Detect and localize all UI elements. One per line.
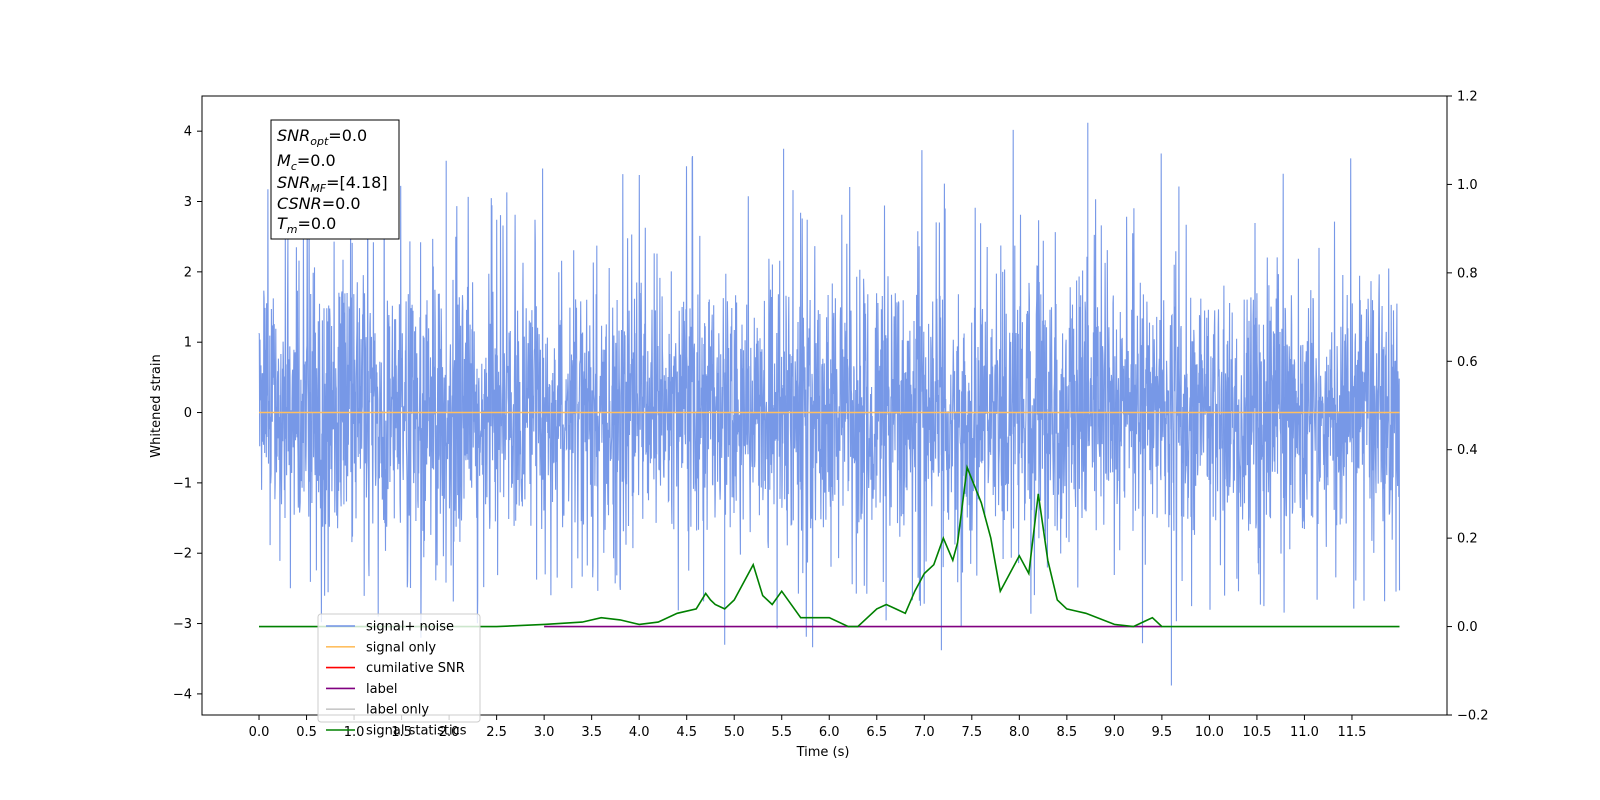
legend-label: signal only (366, 640, 436, 655)
legend: signal+ noise signal only cumilative SNR la… (317, 613, 481, 739)
y-axis-left: −4 −3 −2 −1 0 1 2 3 4 (173, 125, 202, 702)
x-tick-label: 0.0 (249, 725, 270, 740)
y-right-tick-label: 0.2 (1457, 532, 1478, 547)
y-tick-label: −4 (173, 687, 192, 702)
y-right-tick-label: 1.2 (1457, 90, 1478, 105)
info-line: Mc=0.0 (277, 151, 336, 173)
x-tick-label: 10.0 (1195, 725, 1224, 740)
y-right-tick-label: 0.0 (1457, 620, 1478, 635)
y-tick-label: 1 (184, 336, 192, 351)
x-tick-label: 11.0 (1290, 725, 1319, 740)
x-tick-label: 9.0 (1104, 725, 1125, 740)
x-axis: 0.0 0.5 1.0 1.5 2.0 2.5 3.0 3.5 4.0 4.5 5.0 5.5 6.0 6… (249, 715, 1366, 740)
y-axis-right: −0.2 0.0 0.2 0.4 0.6 0.8 1.0 1.2 (1447, 90, 1489, 724)
y-right-tick-label: 0.4 (1457, 443, 1478, 458)
y-tick-label: 4 (184, 125, 192, 140)
y-tick-label: 3 (184, 195, 192, 210)
y-tick-label: 0 (184, 406, 192, 421)
x-tick-label: 11.5 (1337, 725, 1366, 740)
x-tick-label: 9.5 (1152, 725, 1173, 740)
x-tick-label: 3.5 (581, 725, 602, 740)
x-tick-label: 6.5 (866, 725, 887, 740)
x-tick-label: 1.5 (391, 725, 412, 740)
y-tick-label: 2 (184, 265, 192, 280)
x-tick-label: 7.5 (961, 725, 982, 740)
legend-label: signal+ noise (366, 620, 454, 635)
legend-label: cumilative SNR (366, 661, 465, 676)
x-tick-label: 5.5 (771, 725, 792, 740)
x-tick-label: 10.5 (1242, 725, 1271, 740)
x-tick-label: 5.0 (724, 725, 745, 740)
legend-label: label (366, 682, 397, 697)
x-tick-label: 2.5 (486, 725, 507, 740)
x-tick-label: 6.0 (819, 725, 840, 740)
y-right-tick-label: −0.2 (1457, 709, 1489, 724)
x-tick-label: 0.5 (296, 725, 317, 740)
series-signal-noise (258, 122, 1401, 686)
x-tick-label: 4.0 (629, 725, 650, 740)
info-line: SNRMF=[4.18] (277, 173, 388, 195)
series-layer (258, 122, 1401, 686)
info-box: SNRopt=0.0 Mc=0.0SNRMF=[4.18]CSNR=0.0Tm=0… (270, 119, 400, 240)
y-tick-label: −1 (173, 476, 192, 491)
plot-frame (201, 95, 1448, 716)
x-tick-label: 4.5 (676, 725, 697, 740)
y-right-tick-label: 0.8 (1457, 266, 1478, 281)
x-tick-label: 7.0 (914, 725, 935, 740)
legend-label: label only (366, 703, 429, 718)
info-line: Tm=0.0 (277, 214, 336, 236)
x-tick-label: 1.0 (344, 725, 365, 740)
info-line: CSNR=0.0 (277, 194, 361, 213)
y-axis-label: Whitened strain (149, 354, 164, 457)
x-tick-label: 8.5 (1057, 725, 1078, 740)
legend-label: signal statistics (366, 724, 467, 739)
series-signal-statistics (259, 464, 1400, 628)
y-right-tick-label: 0.6 (1457, 355, 1478, 370)
x-axis-label: Time (s) (796, 745, 850, 760)
x-tick-label: 3.0 (534, 725, 555, 740)
x-tick-label: 2.0 (439, 725, 460, 740)
y-tick-label: −3 (173, 617, 192, 632)
x-tick-label: 8.0 (1009, 725, 1030, 740)
y-right-tick-label: 1.0 (1457, 178, 1478, 193)
y-tick-label: −2 (173, 547, 192, 562)
info-line: SNRopt=0.0 (277, 126, 367, 148)
